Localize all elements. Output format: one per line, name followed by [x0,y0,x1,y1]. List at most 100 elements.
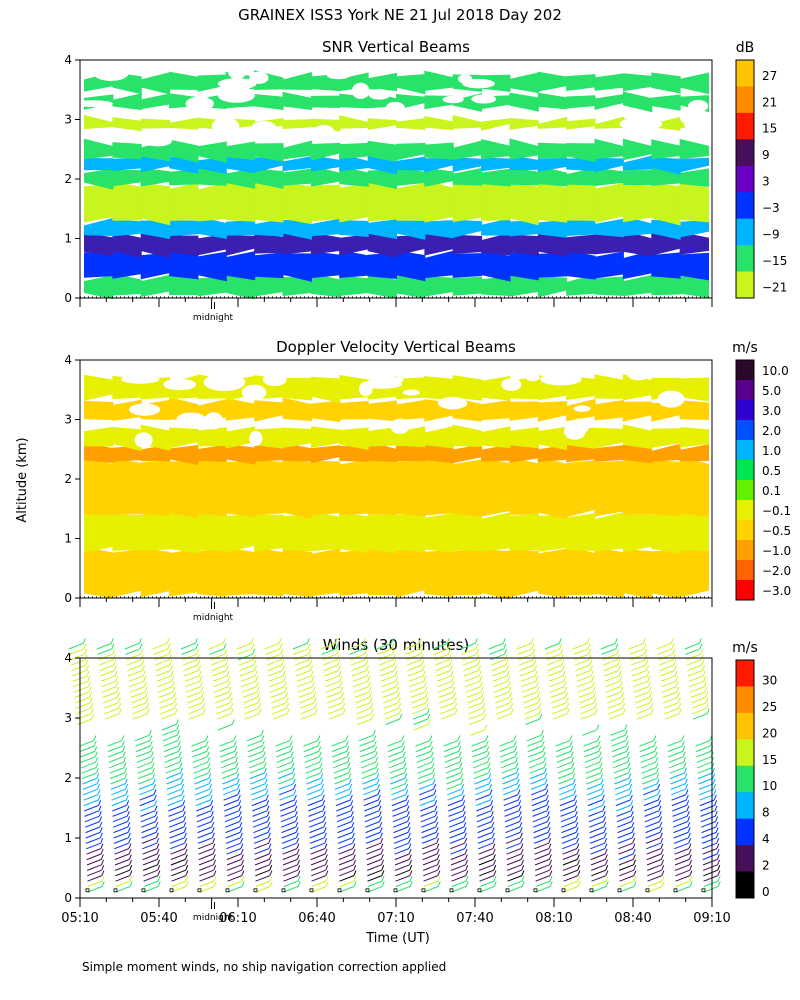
wind-barb-flag [465,881,469,887]
wind-barb [169,837,185,844]
wind-barb [238,653,253,661]
wind-barb [70,659,86,666]
wind-barb-flag [409,859,413,865]
wind-barb-flag [125,794,129,801]
wind-barb-flag [117,697,121,703]
missing-data-gap [653,421,697,428]
wind-barb-flag [185,881,189,887]
missing-data-gap [390,418,410,434]
wind-barb-flag [717,870,721,876]
wind-barb-flag [234,751,238,757]
wind-barb [534,842,549,850]
wind-barb [440,707,455,715]
data-cell [594,232,624,255]
wind-barb-flag [345,735,349,741]
wind-barb [365,826,381,834]
wind-barb [76,707,91,715]
wind-barb [251,799,267,807]
wind-barb-flag [110,638,114,644]
wind-barb-flag [126,800,130,806]
wind-barb [164,756,180,763]
wind-barb [388,750,403,758]
wind-barb [520,669,535,677]
wind-barb [389,772,405,780]
wind-barb-flag [85,659,89,666]
wind-barb-flag [181,784,185,790]
wind-barb-flag [293,789,297,795]
data-cell [679,157,709,173]
wind-barb [226,864,242,871]
wind-barb-flag [118,703,122,709]
wind-barb [276,750,291,758]
wind-barb-flag [351,832,355,838]
surface-marker [281,888,286,893]
wind-barb-flag [644,654,648,660]
wind-barb-flag [311,676,315,682]
data-cell [537,165,568,187]
colorbar-frame [735,659,755,899]
data-cell [84,546,114,599]
wind-barb [608,713,624,720]
data-cell [225,181,256,222]
wind-barb-flag [575,816,579,822]
wind-barb [269,680,285,688]
data-cell [310,184,341,222]
data-cell [169,513,199,554]
wind-barb [381,686,397,693]
wind-barb-flag [115,676,119,682]
wind-barb [196,804,211,812]
wind-barb-flag [213,859,217,865]
wind-barb-flag [324,843,328,849]
colorbar-swatch [736,86,754,114]
wind-barb [195,794,211,801]
data-cell [566,274,596,296]
wind-barb [659,664,675,672]
wind-barb [696,750,711,758]
colorbar-swatch [736,60,754,87]
wind-barb-flag [688,854,692,860]
wind-barb-flag [689,881,693,887]
wind-barb-flag [339,681,343,687]
wind-barb-flag [377,789,381,795]
wind-barb [409,686,425,693]
wind-barb-flag [625,740,629,747]
wind-barb [141,831,157,839]
wind-barb [367,869,382,877]
wind-barb-flag [427,713,431,720]
wind-barb [380,675,396,682]
wind-barb-flag [576,848,580,855]
data-cell [566,95,596,109]
wind-barb [112,810,128,817]
wind-barb-flag [321,794,325,801]
wind-barb-flag [504,654,508,660]
data-cell [367,140,397,163]
wind-barb [669,767,685,774]
wind-barb [104,707,119,715]
missing-data-gap [525,374,540,382]
wind-barb-flag [397,697,401,703]
wind-barb-flag [154,811,158,817]
colorbar-label: −3 [762,201,780,215]
data-cell [396,250,426,282]
wind-barb-flag [486,751,490,757]
wind-barb-flag [185,859,189,865]
wind-barb [351,664,367,672]
wind-barb [517,648,533,655]
data-cell [509,549,539,598]
wind-barb-flag [616,654,620,660]
wind-barb [141,837,157,844]
wind-barb [444,750,459,758]
wind-barb-flag [509,692,513,698]
wind-barb-flag [603,816,607,822]
wind-barb [281,837,297,844]
wind-barb [590,853,606,861]
wind-barb [303,740,318,747]
wind-barb-flag [436,838,440,844]
wind-barb-flag [677,692,681,698]
wind-barb [674,858,690,866]
data-cell [339,234,369,256]
wind-barb [523,702,539,709]
wind-barb [589,837,605,844]
wind-barb-flag [176,724,180,730]
data-cell [310,548,341,597]
